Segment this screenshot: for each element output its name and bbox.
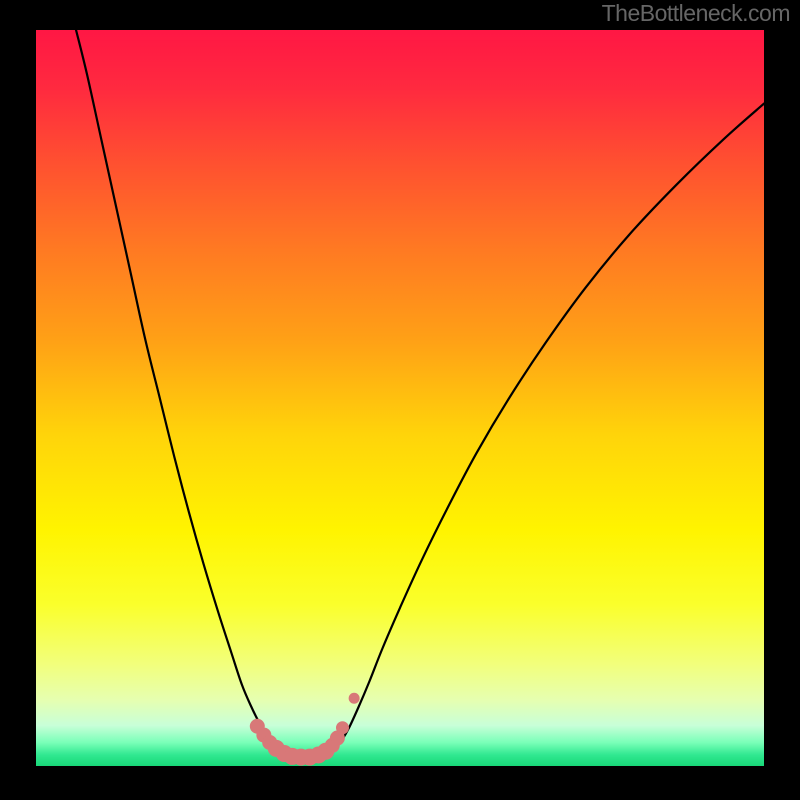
watermark-text: TheBottleneck.com (602, 0, 790, 27)
bottleneck-chart (36, 30, 764, 766)
gradient-background (36, 30, 764, 766)
chart-frame: TheBottleneck.com (0, 0, 800, 800)
curve-marker (349, 693, 359, 703)
curve-marker (336, 722, 348, 734)
